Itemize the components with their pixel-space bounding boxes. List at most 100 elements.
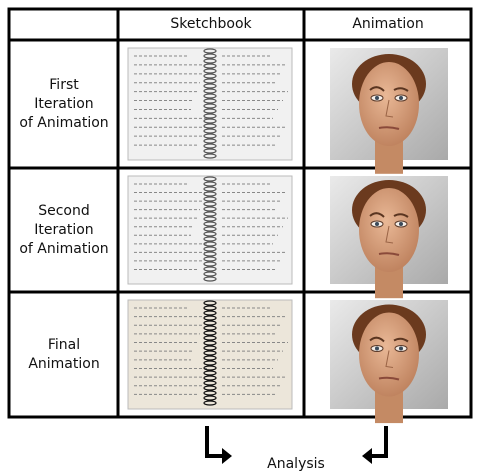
mouth bbox=[378, 252, 400, 256]
spiral-ring bbox=[203, 365, 217, 371]
spiral-ring bbox=[203, 305, 217, 311]
spiral-ring bbox=[203, 58, 217, 64]
spiral-ring bbox=[203, 138, 217, 144]
brow bbox=[393, 337, 409, 343]
row-label: Second bbox=[38, 203, 90, 219]
spiral-ring bbox=[203, 221, 217, 227]
footer-label: Analysis bbox=[267, 456, 325, 472]
row-label: of Animation bbox=[19, 241, 108, 257]
arrow-left bbox=[205, 426, 224, 458]
animation-image bbox=[330, 48, 448, 174]
face bbox=[359, 188, 419, 272]
table-border bbox=[7, 7, 473, 419]
spiral-ring bbox=[203, 325, 217, 331]
spiral-ring bbox=[203, 123, 217, 129]
row-label: Iteration bbox=[34, 96, 93, 112]
spiral-ring bbox=[203, 355, 217, 361]
face bbox=[359, 312, 419, 397]
spiral-ring bbox=[203, 68, 217, 74]
spiral-ring bbox=[203, 330, 217, 336]
mouth bbox=[378, 126, 400, 130]
spiral-ring bbox=[203, 345, 217, 351]
spiral-ring bbox=[203, 113, 217, 119]
spiral-ring bbox=[203, 266, 217, 272]
spiral-ring bbox=[203, 181, 217, 187]
spiral-ring bbox=[203, 315, 217, 321]
row-label: of Animation bbox=[19, 115, 108, 131]
spiral-ring bbox=[203, 78, 217, 84]
spiral-ring bbox=[203, 128, 217, 134]
spiral-ring bbox=[203, 98, 217, 104]
spiral-ring bbox=[203, 153, 217, 159]
row-label: Iteration bbox=[34, 222, 93, 238]
spiral-ring bbox=[203, 176, 217, 182]
row-label: Final bbox=[48, 337, 80, 353]
spiral-ring bbox=[203, 83, 217, 89]
sketchbook-image bbox=[127, 299, 293, 410]
column-header: Sketchbook bbox=[170, 16, 252, 32]
spiral-ring bbox=[203, 246, 217, 252]
spiral-ring bbox=[203, 256, 217, 262]
mouth bbox=[378, 376, 400, 381]
spiral-ring bbox=[203, 300, 217, 306]
arrowhead bbox=[362, 448, 372, 464]
spiral-ring bbox=[203, 186, 217, 192]
iris bbox=[399, 222, 403, 226]
spiral-ring bbox=[203, 63, 217, 69]
spiral-ring bbox=[203, 88, 217, 94]
spiral-ring bbox=[203, 360, 217, 366]
spiral-ring bbox=[203, 148, 217, 154]
analysis-arrows bbox=[205, 426, 388, 458]
spiral-ring bbox=[203, 211, 217, 217]
spiral-ring bbox=[203, 143, 217, 149]
spiral-ring bbox=[203, 271, 217, 277]
brow bbox=[369, 336, 385, 343]
animation-image bbox=[330, 176, 448, 299]
animation-image bbox=[330, 300, 448, 424]
spiral-ring bbox=[203, 335, 217, 341]
spiral-ring bbox=[203, 226, 217, 232]
nose bbox=[385, 350, 394, 368]
brow bbox=[369, 212, 385, 218]
spiral-ring bbox=[203, 340, 217, 346]
spiral-ring bbox=[203, 390, 217, 396]
iris bbox=[399, 346, 403, 351]
spiral-ring bbox=[203, 216, 217, 222]
row-label: First bbox=[49, 77, 79, 93]
spiral-ring bbox=[203, 236, 217, 242]
spiral-ring bbox=[203, 73, 217, 79]
brow bbox=[393, 87, 409, 92]
spiral-ring bbox=[203, 118, 217, 124]
spiral-ring bbox=[203, 375, 217, 381]
spiral-ring bbox=[203, 310, 217, 316]
nose bbox=[385, 225, 394, 244]
spiral-ring bbox=[203, 400, 217, 406]
spiral-ring bbox=[203, 251, 217, 257]
iris bbox=[375, 96, 379, 100]
brow bbox=[369, 86, 385, 92]
nose bbox=[385, 99, 394, 118]
spiral-ring bbox=[203, 196, 217, 202]
spiral-ring bbox=[203, 48, 217, 54]
spiral-ring bbox=[203, 206, 217, 212]
sketchbook-image bbox=[127, 175, 293, 285]
spiral-ring bbox=[203, 395, 217, 401]
sketchbook-image bbox=[127, 47, 293, 161]
spiral-ring bbox=[203, 191, 217, 197]
iris bbox=[399, 96, 403, 100]
spiral-ring bbox=[203, 380, 217, 386]
spiral-ring bbox=[203, 201, 217, 207]
spiral-ring bbox=[203, 276, 217, 282]
face bbox=[359, 62, 419, 146]
spiral-ring bbox=[203, 261, 217, 267]
spiral-ring bbox=[203, 53, 217, 59]
spiral-ring bbox=[203, 370, 217, 376]
spiral-ring bbox=[203, 350, 217, 356]
spiral-ring bbox=[203, 133, 217, 139]
iris bbox=[375, 222, 379, 226]
arrow-right bbox=[370, 426, 388, 458]
arrowhead bbox=[222, 448, 232, 464]
row-label: Animation bbox=[28, 356, 99, 372]
